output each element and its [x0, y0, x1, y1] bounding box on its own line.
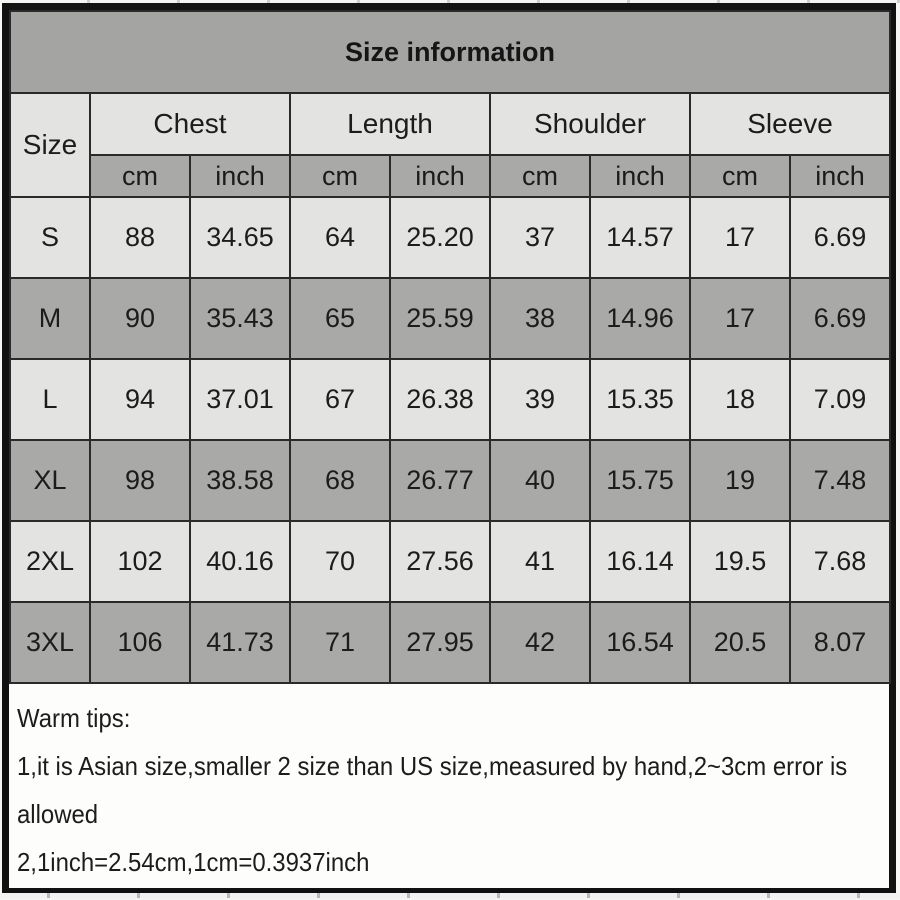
value-cell: 94: [89, 358, 191, 441]
unit-header-shoulder-cm: cm: [489, 154, 591, 198]
value-cell: 19.5: [689, 520, 791, 603]
column-header-length: Length: [289, 92, 491, 156]
value-cell: 65: [289, 277, 391, 360]
value-cell: 7.09: [788, 358, 892, 441]
value-cell: 19: [689, 439, 791, 522]
value-cell: 70: [289, 520, 391, 603]
size-chart-panel: Size information Size Chest Length Shoul…: [2, 3, 896, 893]
value-cell: 25.20: [389, 196, 491, 279]
column-group-header-row: Size Chest Length Shoulder Sleeve: [9, 92, 892, 198]
value-cell: 26.77: [389, 439, 491, 522]
value-cell: 25.59: [389, 277, 491, 360]
warm-tips-line-1: 1,it is Asian size,smaller 2 size than U…: [17, 751, 848, 781]
unit-header-sleeve-cm: cm: [689, 154, 791, 198]
value-cell: 37: [489, 196, 591, 279]
value-cell: 17: [689, 277, 791, 360]
value-cell: 16.14: [589, 520, 691, 603]
value-cell: 64: [289, 196, 391, 279]
value-cell: 71: [289, 601, 391, 684]
title-row: Size information: [8, 10, 892, 94]
unit-header-sleeve-inch: inch: [788, 154, 892, 198]
unit-header-row: cm inch cm inch cm inch cm inch: [10, 154, 892, 198]
table-row-3xl: 3XL 106 41.73 71 27.95 42 16.54 20.5 8.0…: [9, 601, 892, 684]
value-cell: 27.95: [389, 601, 491, 684]
value-cell: 18: [689, 358, 791, 441]
table-row-xl: XL 98 38.58 68 26.77 40 15.75 19 7.48: [9, 439, 892, 522]
value-cell: 40: [489, 439, 591, 522]
table-row-s: S 88 34.65 64 25.20 37 14.57 17 6.69: [9, 196, 892, 279]
value-cell: 14.96: [589, 277, 691, 360]
unit-header-chest-cm: cm: [89, 154, 191, 198]
bottom-edge-strip: [0, 893, 900, 898]
warm-tips-section: Warm tips: 1,it is Asian size,smaller 2 …: [9, 684, 889, 888]
value-cell: 34.65: [189, 196, 291, 279]
value-cell: 39: [489, 358, 591, 441]
value-cell: 27.56: [389, 520, 491, 603]
value-cell: 7.68: [788, 520, 892, 603]
value-cell: 17: [689, 196, 791, 279]
column-header-chest: Chest: [89, 92, 291, 156]
value-cell: 37.01: [189, 358, 291, 441]
value-cell: 38.58: [189, 439, 291, 522]
unit-header-length-cm: cm: [289, 154, 391, 198]
column-header-size: Size: [9, 92, 91, 198]
unit-header-chest-inch: inch: [189, 154, 291, 198]
warm-tips-line-2: allowed: [17, 799, 99, 829]
size-label: M: [9, 277, 91, 360]
value-cell: 16.54: [589, 601, 691, 684]
value-cell: 26.38: [389, 358, 491, 441]
top-edge-strip: [0, 0, 900, 3]
value-cell: 14.57: [589, 196, 691, 279]
warm-tips-line-3: 2,1inch=2.54cm,1cm=0.3937inch: [17, 847, 370, 877]
value-cell: 6.69: [788, 277, 892, 360]
value-cell: 41.73: [189, 601, 291, 684]
value-cell: 7.48: [788, 439, 892, 522]
value-cell: 38: [489, 277, 591, 360]
value-cell: 41: [489, 520, 591, 603]
size-table: Size information Size Chest Length Shoul…: [8, 10, 892, 684]
value-cell: 20.5: [689, 601, 791, 684]
warm-tips-heading: Warm tips:: [17, 703, 131, 733]
size-label: 2XL: [9, 520, 91, 603]
value-cell: 90: [89, 277, 191, 360]
value-cell: 67: [289, 358, 391, 441]
value-cell: 42: [489, 601, 591, 684]
unit-header-length-inch: inch: [389, 154, 491, 198]
column-header-shoulder: Shoulder: [489, 92, 691, 156]
column-header-sleeve: Sleeve: [688, 92, 892, 156]
size-label: S: [9, 196, 91, 279]
value-cell: 8.07: [788, 601, 892, 684]
table-row-2xl: 2XL 102 40.16 70 27.56 41 16.14 19.5 7.6…: [9, 520, 892, 603]
value-cell: 106: [89, 601, 191, 684]
size-label: XL: [9, 439, 91, 522]
value-cell: 35.43: [189, 277, 291, 360]
size-label: L: [9, 358, 91, 441]
table-row-l: L 94 37.01 67 26.38 39 15.35 18 7.09: [9, 358, 892, 441]
value-cell: 102: [89, 520, 191, 603]
table-row-m: M 90 35.43 65 25.59 38 14.96 17 6.69: [9, 277, 892, 360]
value-cell: 15.35: [589, 358, 691, 441]
page-title: Size information: [8, 10, 892, 94]
value-cell: 6.69: [788, 196, 892, 279]
value-cell: 98: [89, 439, 191, 522]
value-cell: 88: [89, 196, 191, 279]
value-cell: 15.75: [589, 439, 691, 522]
unit-header-shoulder-inch: inch: [589, 154, 691, 198]
value-cell: 68: [289, 439, 391, 522]
size-label: 3XL: [9, 601, 91, 684]
value-cell: 40.16: [189, 520, 291, 603]
